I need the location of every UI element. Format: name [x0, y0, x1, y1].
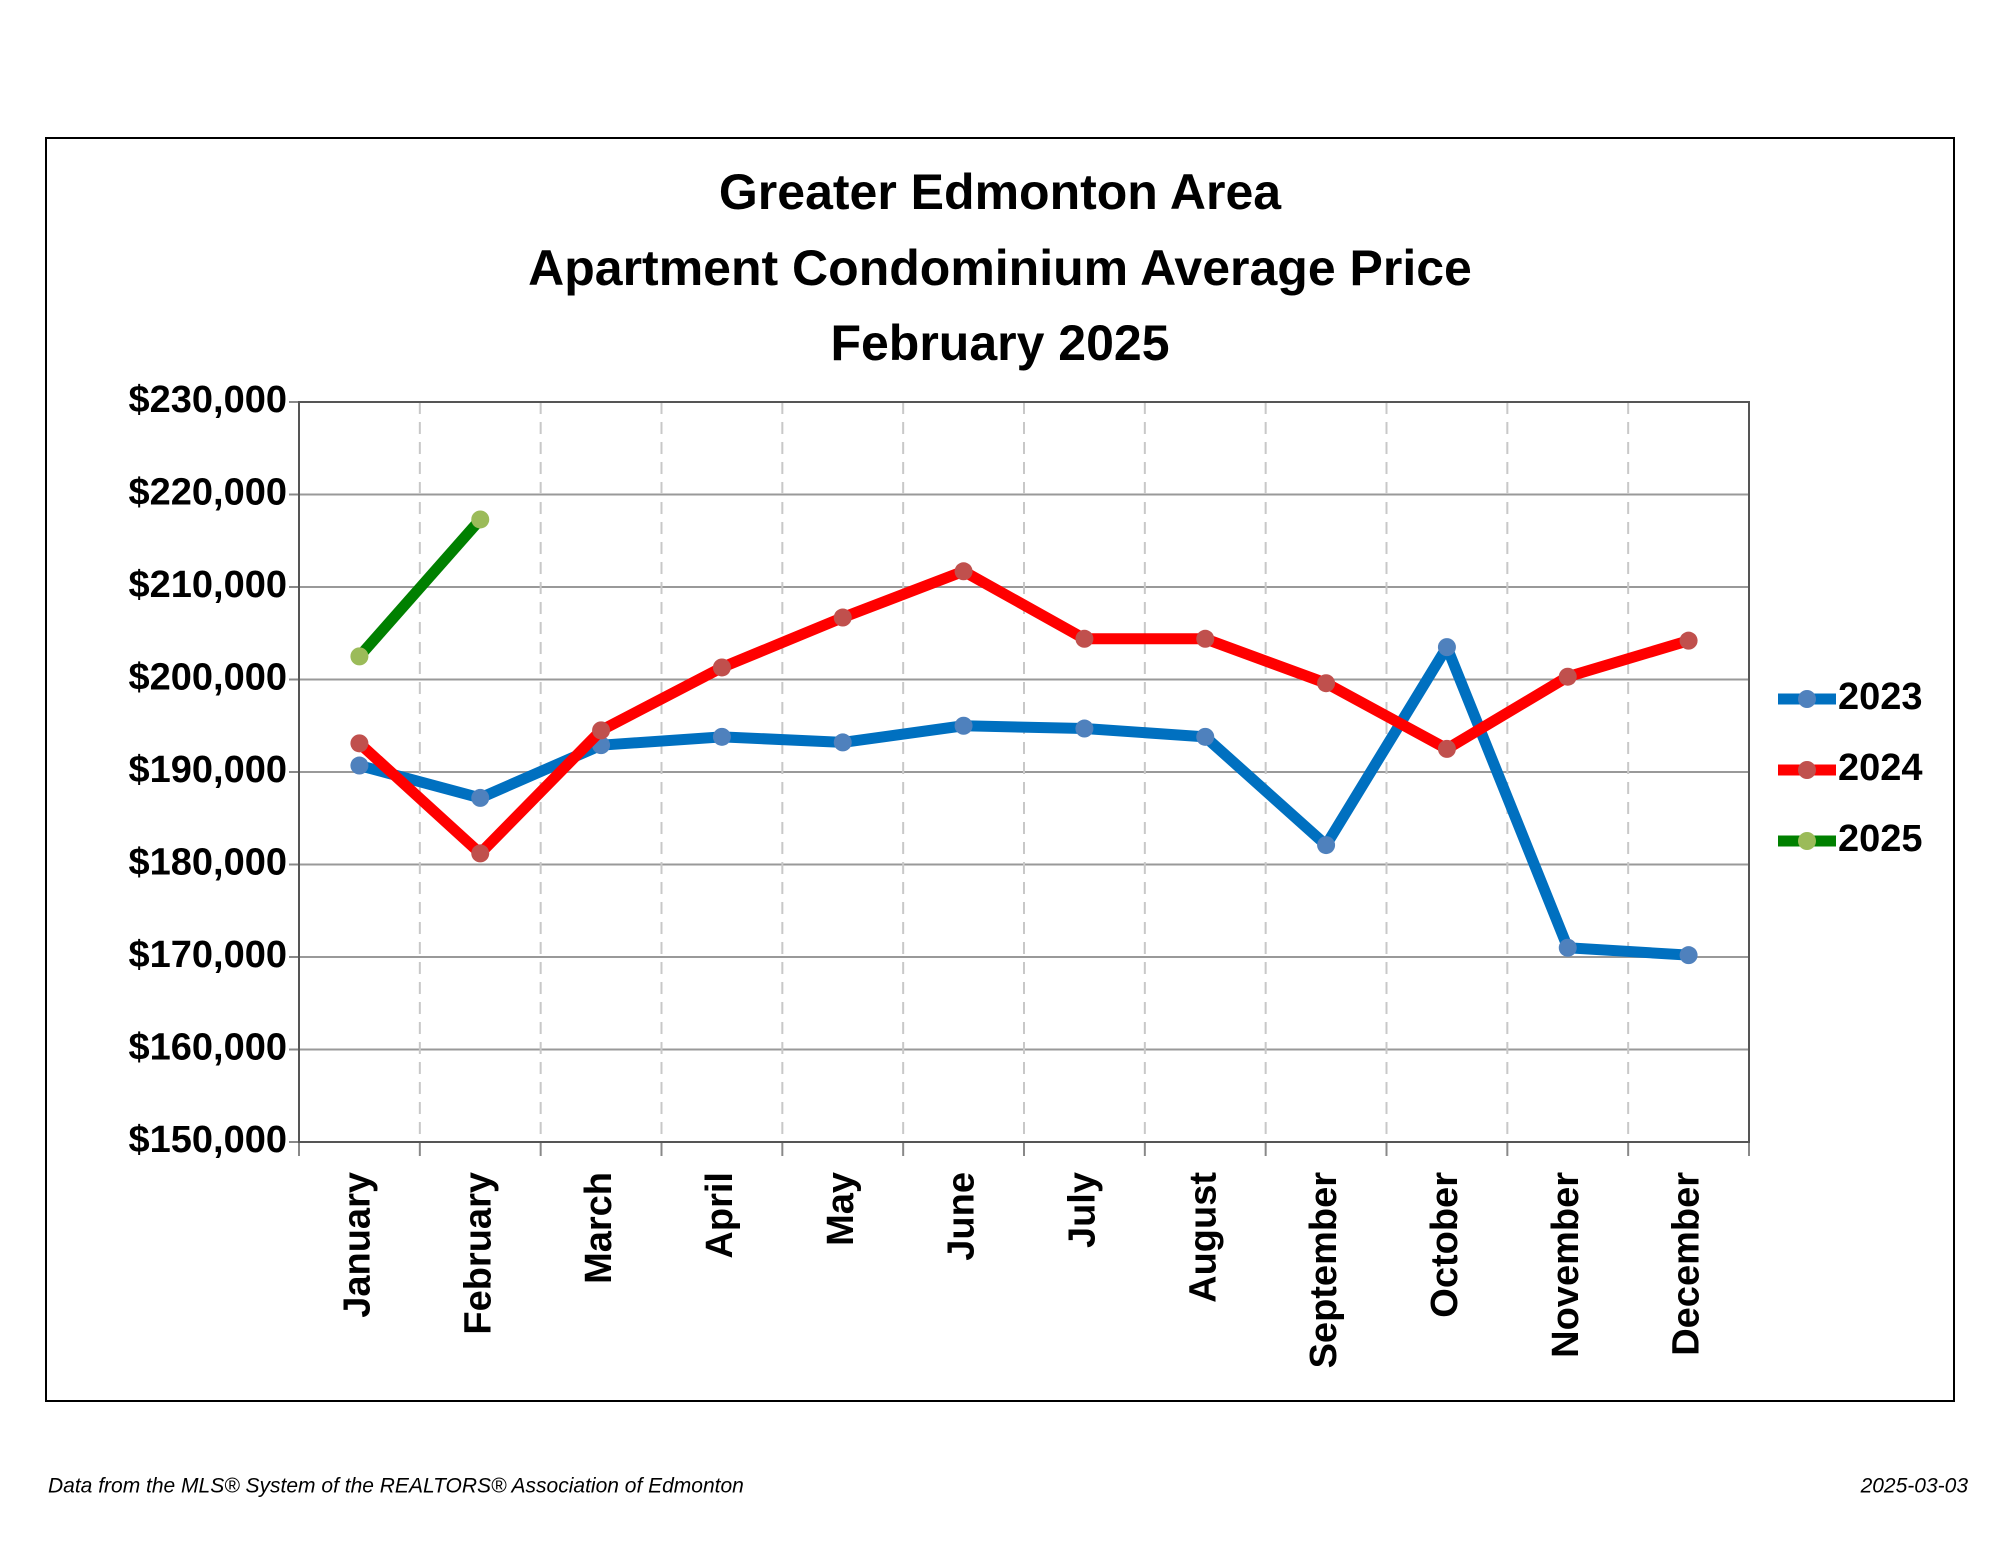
data-point: [1317, 674, 1336, 693]
data-point: [1196, 629, 1215, 648]
data-point: [1679, 631, 1698, 650]
chart-title: Greater Edmonton Area: [719, 164, 1282, 220]
data-point: [1437, 739, 1456, 758]
data-point: [1196, 727, 1215, 746]
data-point: [350, 734, 369, 753]
legend-label: 2023: [1838, 676, 1923, 718]
chart-title: February 2025: [830, 315, 1169, 371]
x-tick-label: March: [578, 1172, 620, 1284]
y-tick-label: $170,000: [129, 934, 288, 976]
x-tick-label: December: [1666, 1172, 1708, 1356]
x-tick-label: October: [1424, 1172, 1466, 1318]
data-point: [350, 647, 369, 666]
plot-frame: [298, 401, 1750, 1143]
data-point: [471, 788, 490, 807]
y-tick-label: $180,000: [129, 842, 288, 884]
legend-marker: [1798, 690, 1816, 708]
x-tick-label: November: [1545, 1172, 1587, 1358]
y-tick-label: $160,000: [129, 1027, 288, 1069]
data-point: [712, 727, 731, 746]
legend-marker: [1798, 761, 1816, 779]
y-tick-label: $200,000: [129, 657, 288, 699]
data-point: [1317, 836, 1336, 855]
data-point: [1558, 667, 1577, 686]
footer-source: Data from the MLS® System of the REALTOR…: [48, 1475, 744, 1498]
y-tick-label: $230,000: [129, 379, 288, 421]
data-point: [1558, 938, 1577, 957]
y-tick-label: $210,000: [129, 564, 288, 606]
data-point: [1075, 629, 1094, 648]
x-tick-label: September: [1303, 1172, 1345, 1369]
x-tick-label: April: [699, 1172, 741, 1259]
data-point: [1679, 946, 1698, 965]
data-point: [471, 510, 490, 529]
data-point: [350, 756, 369, 775]
x-tick-label: May: [820, 1172, 862, 1246]
data-point: [954, 562, 973, 581]
legend-label: 2025: [1838, 818, 1923, 860]
data-point: [833, 733, 852, 752]
data-point: [1437, 638, 1456, 657]
chart-title: Apartment Condominium Average Price: [528, 240, 1472, 296]
footer-date: 2025-03-03: [1860, 1475, 1969, 1498]
x-tick-label: June: [941, 1172, 983, 1261]
x-tick-label: July: [1061, 1172, 1103, 1248]
series-line: [355, 565, 1691, 859]
y-tick-label: $150,000: [129, 1119, 288, 1161]
data-point: [471, 844, 490, 863]
x-tick-label: February: [457, 1172, 499, 1335]
y-tick-label: $220,000: [129, 472, 288, 514]
data-point: [592, 721, 611, 740]
data-point: [954, 716, 973, 735]
legend-marker: [1798, 832, 1816, 850]
series-line: [355, 515, 485, 661]
y-tick-label: $190,000: [129, 749, 288, 791]
legend-label: 2024: [1838, 747, 1923, 789]
x-tick-label: January: [336, 1172, 378, 1318]
x-tick-label: August: [1182, 1172, 1224, 1303]
data-point: [833, 608, 852, 627]
data-point: [1075, 719, 1094, 738]
data-point: [712, 658, 731, 677]
